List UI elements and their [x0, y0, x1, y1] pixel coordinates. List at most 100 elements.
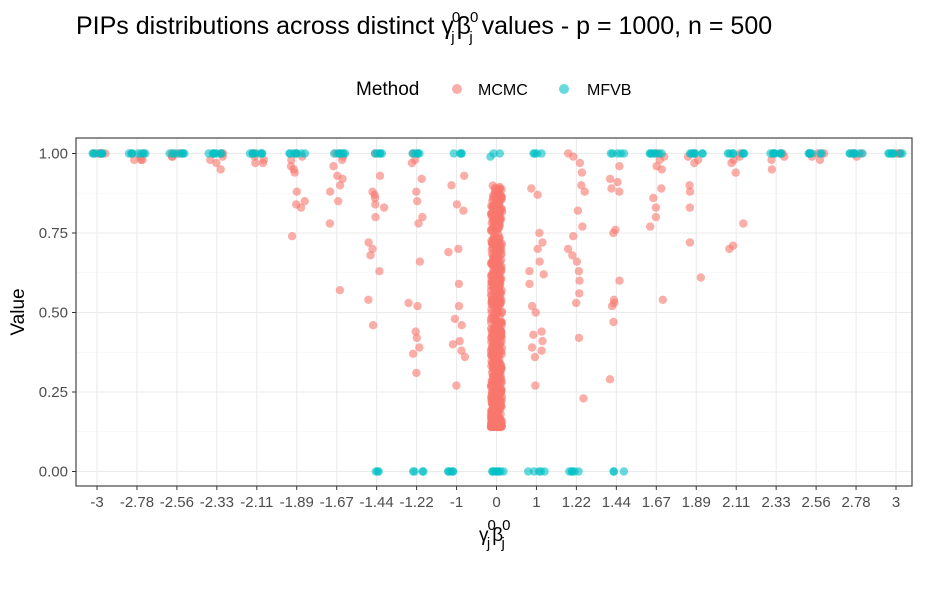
mcmc-point: [460, 352, 470, 362]
mcmc-point: [739, 219, 748, 228]
mcmc-point: [580, 187, 589, 196]
x-tick-label: -1.89: [280, 494, 314, 511]
mcmc-point: [136, 155, 146, 165]
mcmc-point: [537, 346, 546, 355]
mcmc-point: [457, 346, 466, 355]
mcmc-point: [527, 184, 536, 193]
mfvb-point: [768, 149, 778, 158]
mcmc-point: [329, 162, 338, 171]
mcmc-point: [539, 270, 548, 279]
mfvb-point: [419, 467, 428, 476]
mcmc-point: [572, 257, 582, 266]
mcmc-point: [657, 184, 666, 193]
mfvb-point: [816, 149, 825, 158]
mcmc-point: [487, 245, 496, 254]
mcmc-point: [379, 203, 389, 212]
legend-key-mcmc: [452, 84, 462, 94]
mcmc-point: [487, 259, 496, 268]
y-tick-label: 0.75: [39, 225, 68, 242]
mfvb-point: [98, 149, 107, 158]
y-tick-label: 0.25: [39, 384, 68, 401]
mcmc-point: [300, 197, 309, 206]
x-tick-label: 2.56: [801, 494, 830, 511]
x-tick-label: 1.89: [682, 494, 711, 511]
x-axis-title: γ0 j β0 j: [479, 517, 510, 552]
xlabel-beta: β: [492, 525, 503, 546]
mfvb-point: [257, 149, 267, 158]
mcmc-point: [577, 168, 587, 177]
mcmc-point: [486, 324, 496, 333]
mcmc-point: [488, 181, 497, 190]
x-tick-label: 1.22: [562, 494, 591, 511]
title-gamma-sup: 0: [452, 9, 460, 26]
mcmc-point: [417, 174, 426, 184]
mcmc-point: [727, 158, 736, 168]
mcmc-point: [338, 174, 347, 184]
mfvb-point: [300, 149, 310, 158]
mcmc-point: [491, 235, 500, 244]
mcmc-point: [364, 295, 373, 304]
mcmc-point: [375, 267, 384, 276]
mcmc-point: [413, 301, 422, 311]
xlabel-beta-sub: j: [500, 535, 504, 552]
legend-key-mfvb: [559, 84, 569, 94]
mfvb-point: [330, 149, 339, 158]
mfvb-point: [410, 149, 420, 158]
mcmc-point: [212, 158, 221, 168]
mcmc-point: [334, 197, 343, 206]
mcmc-point: [287, 155, 296, 165]
mcmc-point: [563, 244, 573, 254]
mcmc-point: [725, 244, 734, 254]
mcmc-point: [418, 212, 427, 222]
mfvb-point: [494, 467, 503, 476]
mcmc-point: [488, 202, 498, 211]
mcmc-point: [767, 155, 776, 165]
mfvb-point: [609, 467, 618, 476]
mcmc-point: [496, 331, 506, 341]
mfvb-point: [613, 149, 622, 158]
mcmc-point: [335, 181, 345, 190]
mcmc-point: [460, 171, 469, 180]
x-tick-label: 1.67: [642, 494, 671, 511]
mfvb-point: [248, 149, 257, 158]
mcmc-point: [572, 298, 581, 308]
mcmc-point: [251, 158, 260, 168]
mfvb-point: [340, 149, 350, 158]
mcmc-point: [292, 187, 301, 196]
mfvb-point: [646, 149, 655, 158]
mcmc-point: [447, 181, 456, 190]
legend: Method MCMC MFVB: [356, 79, 631, 100]
mfvb-point: [884, 149, 893, 158]
mfvb-point: [495, 149, 504, 158]
x-tick-label: 2.11: [722, 494, 750, 511]
mcmc-point: [368, 321, 378, 330]
x-axis: -3 -2.78 -2.56 -2.33 -2.11 -1.89 -1.67 -1.44 -1.…: [90, 486, 900, 511]
mcmc-point: [407, 158, 417, 168]
mcmc-point: [130, 155, 139, 165]
title-gamma-sub: j: [450, 29, 454, 46]
mcmc-point: [337, 155, 347, 165]
mcmc-point: [364, 238, 373, 247]
x-tick-label: -1.44: [360, 494, 394, 511]
mfvb-point: [449, 149, 458, 158]
mcmc-point: [535, 228, 544, 238]
xlabel-gamma-sup: 0: [488, 517, 496, 534]
mcmc-point: [494, 293, 503, 302]
mcmc-point: [649, 193, 658, 203]
title-beta-sup: 0: [470, 9, 478, 26]
xlabel-gamma-sub: j: [486, 535, 490, 552]
mcmc-point: [455, 336, 464, 346]
mfvb-point: [448, 467, 458, 476]
mcmc-point: [577, 181, 586, 190]
mfvb-point: [728, 149, 738, 158]
mfvb-point: [896, 149, 905, 158]
mcmc-point: [326, 187, 335, 196]
mcmc-point: [615, 276, 624, 285]
x-tick-label: 2.33: [762, 494, 791, 511]
mfvb-point: [169, 149, 178, 158]
mcmc-point: [605, 375, 615, 384]
x-tick-label: -2.56: [160, 494, 194, 511]
mfvb-point: [530, 149, 539, 158]
title-beta-sub: j: [468, 29, 472, 46]
